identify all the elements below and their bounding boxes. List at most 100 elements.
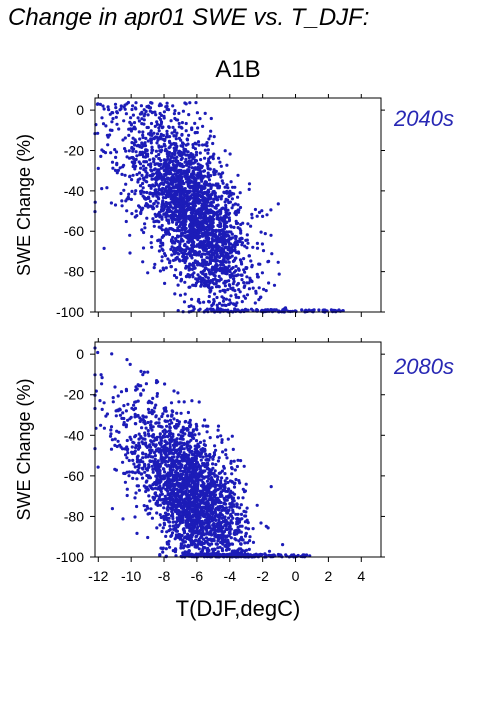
data-point <box>126 418 130 422</box>
data-point <box>119 104 123 108</box>
data-point <box>118 443 122 447</box>
data-point <box>208 134 212 138</box>
data-point <box>183 292 187 296</box>
data-point <box>161 550 165 554</box>
data-point <box>171 177 175 181</box>
data-point <box>100 376 104 380</box>
data-point <box>162 142 166 146</box>
data-point <box>202 212 206 217</box>
data-point <box>153 262 157 266</box>
data-point <box>161 412 165 416</box>
data-point <box>184 209 188 213</box>
data-point <box>161 486 165 490</box>
data-point <box>187 207 191 211</box>
data-point <box>259 521 263 525</box>
data-point <box>247 254 251 258</box>
data-point <box>179 185 183 189</box>
data-point <box>212 494 216 498</box>
data-point <box>233 468 237 472</box>
data-point <box>218 289 222 293</box>
data-point <box>155 494 159 498</box>
data-point <box>230 542 234 546</box>
data-point <box>216 507 220 511</box>
data-point <box>230 197 234 201</box>
data-point <box>230 267 234 271</box>
data-point <box>205 260 209 264</box>
data-point <box>236 548 240 552</box>
data-point <box>123 173 127 177</box>
data-point <box>188 450 192 454</box>
data-point <box>130 212 134 216</box>
data-point <box>223 472 227 476</box>
data-point <box>245 506 249 510</box>
data-point <box>281 543 285 547</box>
data-point <box>204 232 208 236</box>
data-point <box>143 144 148 148</box>
data-point <box>124 219 128 224</box>
data-point <box>213 474 217 478</box>
data-point <box>200 164 204 168</box>
data-point <box>164 196 168 200</box>
data-point <box>160 190 164 194</box>
data-point <box>223 506 227 510</box>
data-point <box>188 444 192 448</box>
data-point <box>155 526 159 530</box>
data-point <box>142 114 146 118</box>
data-point <box>213 488 217 492</box>
data-point <box>214 255 219 259</box>
data-point <box>167 516 171 520</box>
data-point <box>172 273 177 278</box>
data-point <box>205 193 209 197</box>
data-point <box>122 188 126 192</box>
data-point <box>159 456 163 460</box>
data-point <box>133 192 137 196</box>
data-point <box>219 164 223 168</box>
data-point <box>196 539 200 543</box>
data-point <box>173 109 177 113</box>
data-point <box>211 245 215 249</box>
data-point <box>276 260 280 264</box>
data-point <box>152 131 156 135</box>
data-point <box>132 121 137 125</box>
data-point <box>161 526 165 530</box>
data-point <box>217 471 221 475</box>
data-point <box>207 270 211 274</box>
data-point <box>157 126 161 130</box>
data-point <box>269 485 273 489</box>
data-point <box>155 182 159 186</box>
data-point <box>152 160 156 164</box>
data-point <box>186 553 190 558</box>
data-point <box>143 470 147 474</box>
data-point <box>182 491 187 495</box>
data-point <box>209 116 213 121</box>
data-point <box>176 459 180 463</box>
data-point <box>185 255 189 259</box>
data-point <box>235 301 239 305</box>
data-point <box>143 226 147 230</box>
data-point <box>203 252 207 256</box>
data-point <box>183 280 187 284</box>
data-point <box>216 500 220 504</box>
data-point <box>168 177 172 181</box>
data-point <box>211 523 215 527</box>
data-point <box>151 425 155 429</box>
data-point <box>149 132 154 136</box>
data-point <box>201 143 205 147</box>
data-point <box>195 224 200 228</box>
data-point <box>203 156 207 160</box>
data-point <box>145 125 149 130</box>
data-point <box>132 157 136 161</box>
data-point <box>249 259 253 263</box>
data-point <box>198 245 202 249</box>
data-point <box>234 264 238 268</box>
data-point <box>171 258 176 262</box>
data-point <box>117 430 121 434</box>
data-point <box>255 241 259 245</box>
data-point <box>214 462 218 467</box>
data-point <box>157 424 161 428</box>
data-point <box>164 135 169 139</box>
y-tick-label: -60 <box>64 223 84 239</box>
data-point <box>182 451 186 455</box>
data-point <box>141 181 145 186</box>
data-point <box>159 103 163 107</box>
